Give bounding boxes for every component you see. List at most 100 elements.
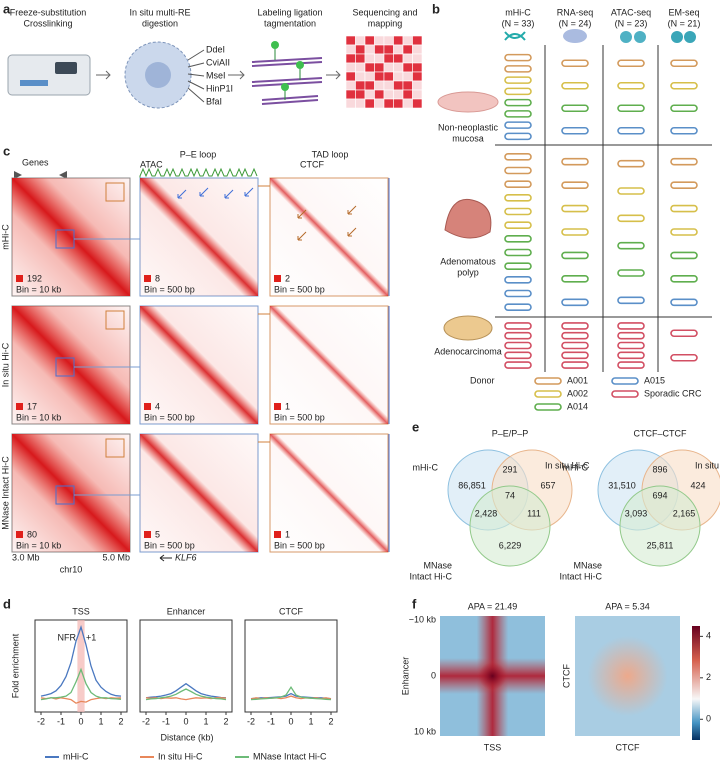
legend-title: Donor xyxy=(470,375,495,385)
venn-count: 86,851 xyxy=(458,480,486,490)
count-swatch xyxy=(16,403,23,410)
venn-count: 657 xyxy=(540,480,555,490)
contact-cell xyxy=(402,71,413,82)
contact-cell xyxy=(345,98,356,109)
sample-pill xyxy=(561,104,589,113)
contact-cell xyxy=(355,89,366,100)
contact-cell xyxy=(412,44,423,55)
step-label: Sequencing and xyxy=(352,7,417,17)
sample-pill xyxy=(534,403,562,411)
contact-cell xyxy=(402,89,413,100)
x-tick-label: 0 xyxy=(288,716,293,726)
count-swatch xyxy=(274,531,281,538)
nfr-band xyxy=(77,620,85,712)
colorbar-label: 2 xyxy=(706,672,711,682)
sample-pill xyxy=(611,377,639,385)
assay-name: mHi-C xyxy=(505,7,531,17)
apa-core xyxy=(587,636,668,716)
arrow xyxy=(326,70,341,80)
loop-count: 17 xyxy=(27,401,37,411)
sample-pill xyxy=(561,341,589,350)
loop-arrow xyxy=(177,189,187,199)
sample-pill xyxy=(561,322,589,330)
contact-cell xyxy=(364,71,375,82)
contact-cell xyxy=(383,98,394,109)
column-title: P–E loop xyxy=(180,149,217,159)
contact-cell xyxy=(383,89,394,100)
bin-label: Bin = 10 kb xyxy=(16,412,61,422)
x-tick-label: 0 xyxy=(78,716,83,726)
bin-label: Bin = 500 bp xyxy=(144,540,195,550)
sample-pill xyxy=(561,157,589,166)
table-rule xyxy=(495,45,712,372)
legend-label: A001 xyxy=(567,375,588,385)
contact-cell xyxy=(393,71,404,82)
sample-pill xyxy=(504,207,532,216)
assay-count: (N = 24) xyxy=(559,18,592,28)
x-tick-label: -1 xyxy=(162,716,170,726)
contact-cell xyxy=(345,62,356,73)
atac-track xyxy=(139,167,258,178)
sample-pill xyxy=(504,331,532,340)
enzyme-label: HinP1I xyxy=(206,83,233,93)
sample-pill xyxy=(504,194,532,202)
contact-cell xyxy=(355,62,366,73)
biotin-stem xyxy=(274,48,301,100)
gene-arrow xyxy=(159,554,172,562)
sample-pill xyxy=(504,53,532,62)
sample-pill xyxy=(617,331,645,340)
x-tick-label: 2 xyxy=(223,716,228,726)
sample-pill xyxy=(504,322,532,330)
sample-pill xyxy=(504,180,532,188)
set-label: In situ Hi-C xyxy=(545,460,590,470)
assay-icon xyxy=(671,31,683,43)
contact-cell xyxy=(402,53,413,64)
enzyme-pointer xyxy=(187,80,205,90)
loop-arrow xyxy=(199,187,209,197)
legend-label: Sporadic CRC xyxy=(644,388,702,398)
line xyxy=(145,682,227,699)
x-tick-label: -2 xyxy=(142,716,150,726)
step-label: tagmentation xyxy=(264,18,316,28)
loop-count: 8 xyxy=(155,273,160,283)
arrow xyxy=(96,70,111,80)
sample-pill xyxy=(670,275,698,283)
step-label: Crosslinking xyxy=(23,18,72,28)
map-title: APA = 21.49 xyxy=(468,601,518,611)
contact-cell xyxy=(355,71,366,82)
sample-pill xyxy=(617,361,645,369)
x-tick-label: 0 xyxy=(183,716,188,726)
contact-cell xyxy=(383,71,394,82)
sample-pill xyxy=(504,110,532,118)
venn-count: 3,093 xyxy=(625,508,648,518)
contact-cell xyxy=(383,53,394,64)
contact-map xyxy=(270,434,388,552)
colorbar xyxy=(692,626,700,740)
sample-pill xyxy=(504,262,532,270)
sample-pill xyxy=(670,228,698,236)
contact-cell xyxy=(345,44,356,55)
sample-pill xyxy=(670,81,698,90)
panel-letter: a xyxy=(3,1,11,16)
panel-letter: d xyxy=(3,596,11,611)
contact-map xyxy=(12,306,130,424)
contact-map xyxy=(140,434,258,552)
assay-icon xyxy=(563,29,587,43)
assay-count: (N = 23) xyxy=(615,18,648,28)
y-axis-label: CTCF xyxy=(561,664,571,688)
zoom-box xyxy=(105,438,125,458)
sample-pill xyxy=(504,76,532,84)
row-label: mHi-C xyxy=(0,224,10,250)
bin-label: Bin = 10 kb xyxy=(16,540,61,550)
dna xyxy=(251,57,323,105)
x-tick-label: -2 xyxy=(247,716,255,726)
count-swatch xyxy=(16,531,23,538)
sample-pill xyxy=(617,159,645,168)
assay-name: ATAC-seq xyxy=(611,7,651,17)
enzyme-label: MseI xyxy=(206,70,226,80)
contact-cell xyxy=(393,35,404,46)
x-axis-label: CTCF xyxy=(616,742,640,752)
set-label: mHi-C xyxy=(563,462,589,472)
venn-set xyxy=(469,485,551,567)
map-title: APA = 5.34 xyxy=(605,601,650,611)
